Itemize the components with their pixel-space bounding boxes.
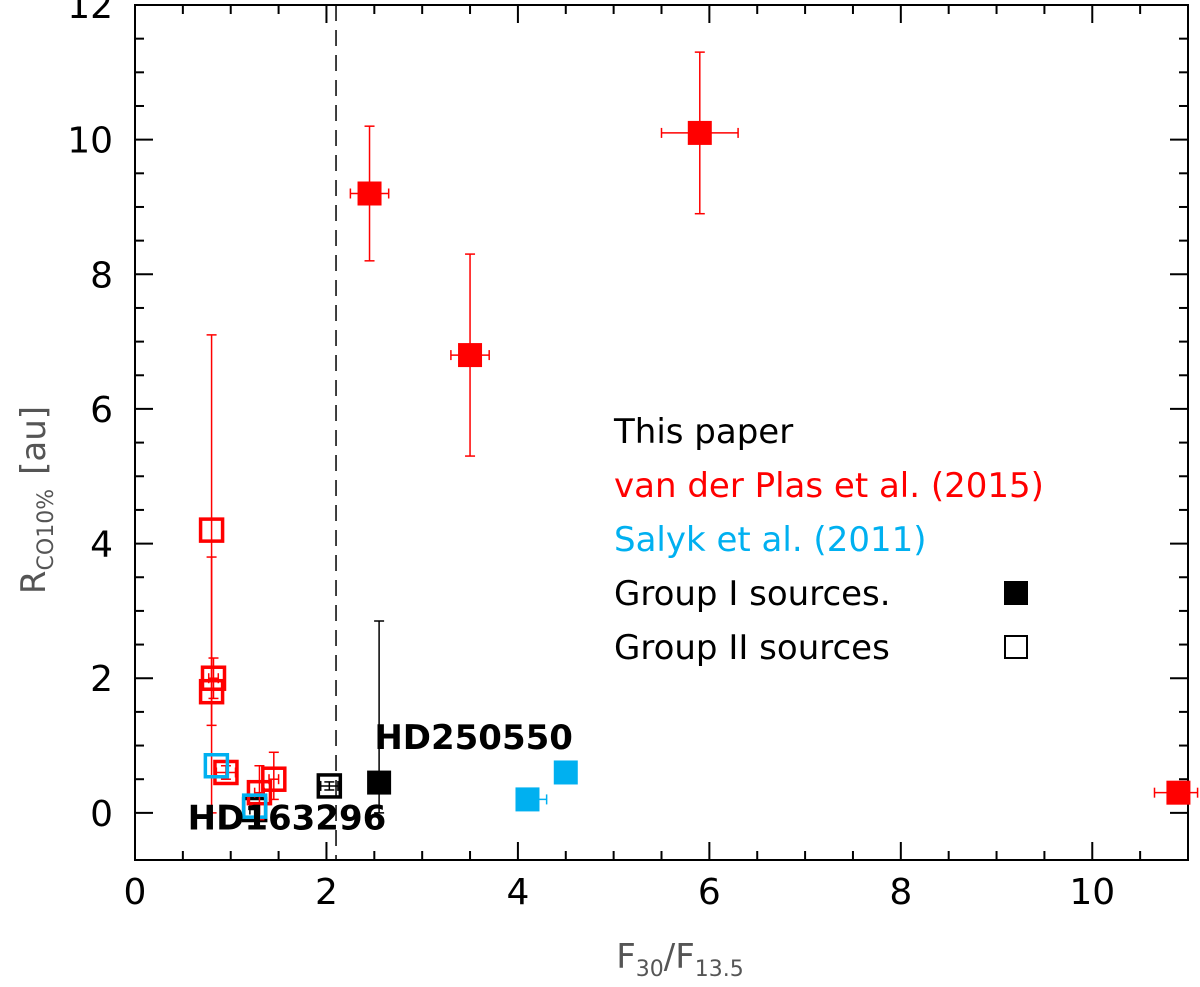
open-square-marker [198,678,225,705]
open-square-marker [200,665,227,691]
van_der_plas-point [246,764,273,821]
x-tick-label: 10 [1069,872,1115,913]
x-axis-label-sub1: 30 [636,957,664,982]
filled-square-marker [1166,780,1191,805]
y-tick-label: 12 [67,0,113,27]
open-square-marker [316,773,343,799]
annotation-label: HD163296 [188,799,387,839]
van_der_plas-point [261,751,287,801]
y-tick-label: 6 [90,390,113,431]
filled-square-marker [553,760,578,785]
open-square-marker [241,793,268,819]
open-square-marker [203,752,230,779]
salyk-point [241,793,268,819]
tick-labels: 0 2 4 6 8 10 0 2 4 6 8 10 12 [67,0,1115,913]
annotations: HD250550 HD163296 [188,718,573,839]
this_paper-point [367,620,392,814]
this_paper-point [316,773,343,799]
salyk-point [553,760,578,785]
legend: This paper van der Plas et al. (2015) Saly… [613,412,1044,668]
open-square-marker [246,779,273,806]
x-axis-label-sub2: 13.5 [695,957,744,982]
legend-marker-filled [1004,581,1028,605]
x-tick-label: 0 [124,872,147,913]
x-tick-label: 8 [889,872,912,913]
y-tick-label: 0 [90,794,113,835]
y-axis-label-sub: CO10% [34,489,59,571]
filled-square-marker [515,787,540,812]
y-axis-label-main: R [14,570,54,594]
legend-entry: Salyk et al. (2011) [614,520,927,560]
annotation-label: HD250550 [374,718,573,758]
van_der_plas-point [660,51,739,215]
legend-marker-open [1004,635,1028,659]
legend-entry: Group I sources. [614,574,891,614]
y-tick-label: 2 [90,659,113,700]
x-axis-label: F30/F13.5 [616,937,744,982]
data-points [198,51,1199,823]
filled-square-marker [367,770,392,795]
salyk-point [515,787,548,812]
y-tick-label: 10 [67,121,113,162]
filled-square-marker [687,120,712,145]
y-axis-label-unit: [au] [14,406,54,475]
van_der_plas-point [200,657,227,700]
x-tick-label: 4 [506,872,529,913]
y-tick-label: 4 [90,525,113,566]
axes-frame [134,4,1189,861]
salyk-point [203,752,230,779]
x-tick-label: 6 [698,872,721,913]
legend-entry: van der Plas et al. (2015) [614,466,1044,506]
y-tick-label: 8 [90,255,113,296]
legend-entry: This paper [613,412,793,452]
van_der_plas-point [198,556,225,727]
van_der_plas-point [1153,780,1199,805]
y-axis-label: RCO10% [au] [14,406,59,594]
van_der_plas-point [349,125,390,262]
x-axis-label-main: F [616,937,636,977]
filled-square-marker [357,181,382,206]
open-square-marker [261,766,287,792]
x-axis-label-slash: /F [664,937,695,977]
x-tick-label: 2 [315,872,338,913]
filled-square-marker [458,343,483,368]
legend-entry: Group II sources [614,628,890,668]
open-square-marker [198,517,225,543]
van_der_plas-point [450,253,490,457]
